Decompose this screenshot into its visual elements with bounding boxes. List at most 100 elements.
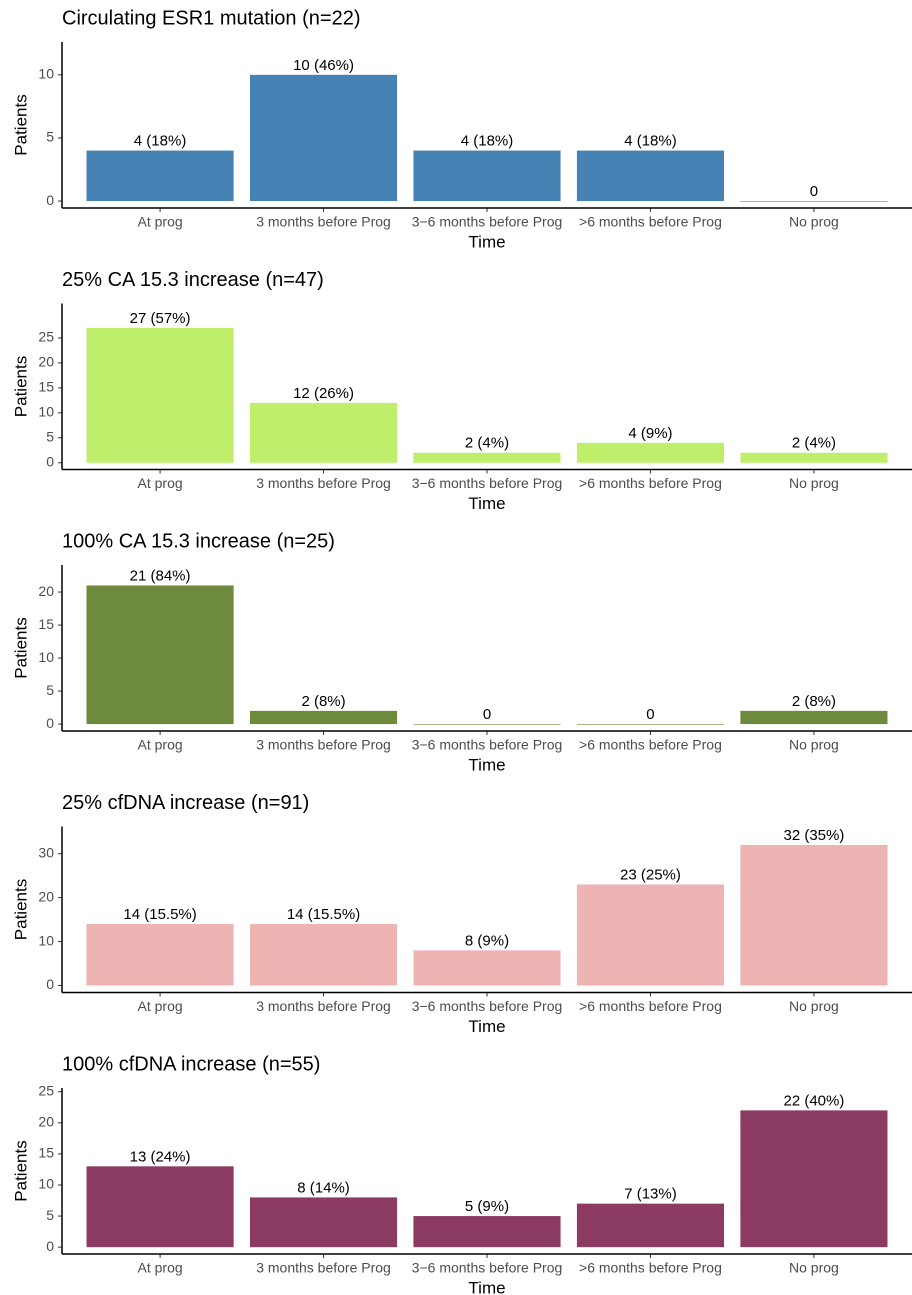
- bar: [86, 923, 234, 986]
- value-label: 14 (15.5%): [287, 906, 360, 923]
- chart-title: Circulating ESR1 mutation (n=22): [62, 7, 360, 29]
- value-label: 7 (13%): [624, 1186, 677, 1203]
- bar: [86, 150, 234, 202]
- x-axis-title: Time: [468, 232, 505, 251]
- y-tick-label: 10: [38, 1176, 54, 1192]
- bar: [413, 950, 561, 986]
- value-label: 0: [646, 706, 654, 723]
- chart-title: 100% cfDNA increase (n=55): [62, 1053, 320, 1075]
- y-axis-title: Patients: [11, 356, 30, 417]
- y-tick-label: 20: [38, 354, 54, 370]
- value-label: 27 (57%): [130, 310, 191, 327]
- x-tick-label: 3 months before Prog: [256, 214, 391, 230]
- x-tick-label: 3−6 months before Prog: [412, 998, 563, 1014]
- bar: [576, 150, 725, 202]
- y-tick-label: 5: [46, 429, 54, 445]
- y-tick-label: 5: [46, 682, 54, 698]
- x-tick-label: 3 months before Prog: [256, 998, 391, 1014]
- chart-title: 25% CA 15.3 increase (n=47): [62, 269, 324, 291]
- x-tick-label: No prog: [789, 214, 839, 230]
- y-tick-label: 15: [38, 616, 54, 632]
- x-tick-label: >6 months before Prog: [579, 475, 722, 491]
- y-tick-label: 25: [38, 329, 54, 345]
- x-tick-label: 3−6 months before Prog: [412, 214, 563, 230]
- bar: [740, 844, 888, 986]
- bar: [576, 884, 725, 986]
- x-axis-title: Time: [468, 494, 505, 513]
- bar: [413, 724, 561, 725]
- bar: [249, 923, 398, 986]
- x-tick-label: At prog: [138, 214, 183, 230]
- value-label: 2 (4%): [465, 435, 509, 452]
- value-label: 2 (8%): [301, 693, 345, 710]
- value-label: 4 (18%): [134, 133, 187, 150]
- bar: [740, 1110, 888, 1248]
- y-tick-label: 15: [38, 1145, 54, 1161]
- x-axis-title: Time: [468, 1017, 505, 1036]
- x-tick-label: >6 months before Prog: [579, 214, 722, 230]
- x-tick-label: >6 months before Prog: [579, 737, 722, 753]
- y-tick-label: 10: [38, 932, 54, 948]
- y-axis-title: Patients: [11, 617, 30, 678]
- y-tick-label: 20: [38, 888, 54, 904]
- y-tick-label: 20: [38, 1114, 54, 1130]
- bar: [249, 710, 398, 725]
- value-label: 23 (25%): [620, 866, 681, 883]
- value-label: 13 (24%): [130, 1148, 191, 1165]
- bar: [86, 585, 234, 725]
- x-tick-label: No prog: [789, 1260, 839, 1276]
- x-tick-label: At prog: [138, 737, 183, 753]
- y-tick-label: 0: [46, 453, 54, 469]
- x-axis-title: Time: [468, 755, 505, 774]
- x-tick-label: No prog: [789, 475, 839, 491]
- x-tick-label: 3 months before Prog: [256, 737, 391, 753]
- y-tick-label: 5: [46, 129, 54, 145]
- value-label: 5 (9%): [465, 1198, 509, 1215]
- bar: [576, 724, 725, 725]
- value-label: 22 (40%): [783, 1092, 844, 1109]
- y-axis-title: Patients: [11, 94, 30, 155]
- x-axis-title: Time: [468, 1278, 505, 1295]
- value-label: 14 (15.5%): [123, 906, 196, 923]
- y-tick-label: 20: [38, 583, 54, 599]
- bar: [249, 402, 398, 463]
- value-label: 12 (26%): [293, 385, 354, 402]
- x-tick-label: 3−6 months before Prog: [412, 737, 563, 753]
- value-label: 8 (14%): [297, 1179, 350, 1196]
- x-tick-label: 3−6 months before Prog: [412, 1260, 563, 1276]
- y-tick-label: 0: [46, 192, 54, 208]
- x-tick-label: At prog: [138, 1260, 183, 1276]
- value-label: 8 (9%): [465, 932, 509, 949]
- y-tick-label: 15: [38, 379, 54, 395]
- x-tick-label: >6 months before Prog: [579, 998, 722, 1014]
- bar: [86, 1166, 234, 1248]
- y-tick-label: 5: [46, 1207, 54, 1223]
- value-label: 10 (46%): [293, 57, 354, 74]
- value-label: 0: [810, 183, 818, 200]
- y-tick-label: 25: [38, 1082, 54, 1098]
- chart-title: 25% cfDNA increase (n=91): [62, 792, 309, 814]
- chart-panel: Circulating ESR1 mutation (n=22) Patients…: [11, 7, 912, 251]
- x-tick-label: >6 months before Prog: [579, 1260, 722, 1276]
- y-tick-label: 10: [38, 649, 54, 665]
- y-tick-label: 10: [38, 404, 54, 420]
- y-tick-label: 0: [46, 1238, 54, 1254]
- value-label: 4 (9%): [628, 425, 672, 442]
- value-label: 2 (4%): [792, 435, 836, 452]
- value-label: 32 (35%): [783, 827, 844, 844]
- bar: [576, 442, 725, 463]
- y-tick-label: 10: [38, 66, 54, 82]
- chart-panel: 25% CA 15.3 increase (n=47) Patients Time 0…: [11, 269, 912, 513]
- bar: [740, 710, 888, 725]
- y-axis-title: Patients: [11, 879, 30, 940]
- chart-panel: 100% CA 15.3 increase (n=25) Patients Time…: [11, 530, 912, 774]
- y-tick-label: 0: [46, 976, 54, 992]
- y-axis-title: Patients: [11, 1140, 30, 1201]
- bar: [249, 1197, 398, 1248]
- bar: [413, 452, 561, 463]
- bar: [740, 452, 888, 463]
- chart-panel: 25% cfDNA increase (n=91) Patients Time 0 10…: [11, 792, 912, 1036]
- y-tick-label: 0: [46, 715, 54, 731]
